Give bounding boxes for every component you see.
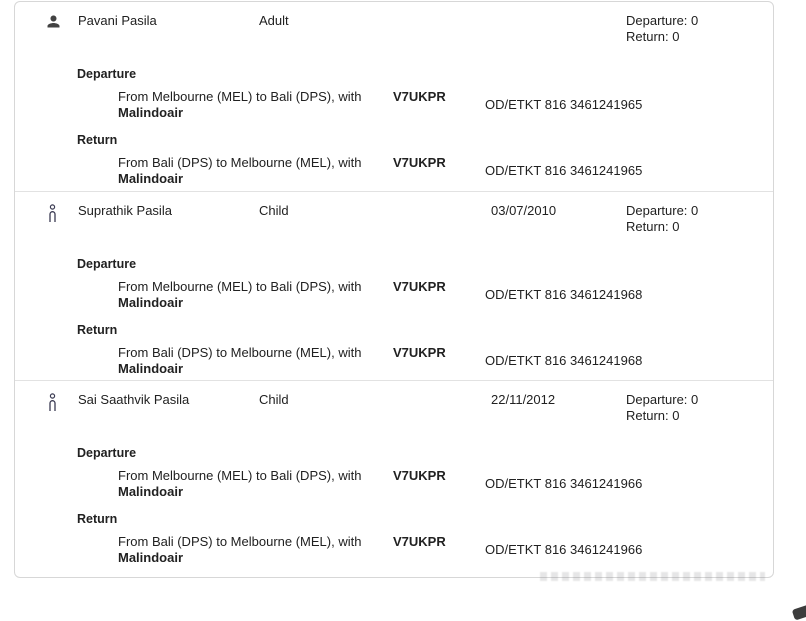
passenger-dob: 22/11/2012 xyxy=(491,392,556,407)
flight-row: From Melbourne (MEL) to Bali (DPS), with… xyxy=(15,89,773,121)
route-text: From Bali (DPS) to Melbourne (MEL), with xyxy=(118,155,362,170)
flight-row: From Melbourne (MEL) to Bali (DPS), with… xyxy=(15,279,773,311)
return-label: Return xyxy=(77,323,118,337)
departure-section: Departure From Melbourne (MEL) to Bali (… xyxy=(15,446,773,500)
return-label: Return xyxy=(77,133,118,147)
return-label: Return xyxy=(77,512,118,526)
return-count: Return: 0 xyxy=(626,408,680,423)
passenger-icon-cell xyxy=(15,203,78,227)
passenger-name: Sai Saathvik Pasila xyxy=(78,392,190,407)
flight-row: From Bali (DPS) to Melbourne (MEL), with… xyxy=(15,345,773,377)
passenger-icon-cell xyxy=(15,392,78,416)
passenger-details-card: Pavani Pasila Adult Departure: 0 Return:… xyxy=(14,1,774,578)
return-count: Return: 0 xyxy=(626,29,680,44)
route-text: From Melbourne (MEL) to Bali (DPS), with xyxy=(118,468,362,483)
passenger-name: Suprathik Pasila xyxy=(78,203,172,218)
ticket-number: OD/ETKT 816 3461241968 xyxy=(485,287,643,302)
passenger-icon-cell xyxy=(15,13,78,33)
departure-count: Departure: 0 xyxy=(626,392,699,407)
route-text: From Bali (DPS) to Melbourne (MEL), with xyxy=(118,345,362,360)
passenger-header: Pavani Pasila Adult Departure: 0 Return:… xyxy=(15,13,773,45)
flight-description: From Bali (DPS) to Melbourne (MEL), with… xyxy=(118,534,393,566)
passenger-name: Pavani Pasila xyxy=(78,13,157,28)
flight-description: From Melbourne (MEL) to Bali (DPS), with… xyxy=(118,279,393,311)
departure-count: Departure: 0 xyxy=(626,13,699,28)
departure-label: Departure xyxy=(77,257,137,271)
pnr-code: V7UKPR xyxy=(393,89,446,104)
passenger-row: Suprathik Pasila Child 03/07/2010 Depart… xyxy=(15,191,773,380)
return-section: Return From Bali (DPS) to Melbourne (MEL… xyxy=(15,323,773,377)
flight-row: From Bali (DPS) to Melbourne (MEL), with… xyxy=(15,534,773,566)
departure-label: Departure xyxy=(77,67,137,81)
ticket-number: OD/ETKT 816 3461241966 xyxy=(485,476,643,491)
carrier-name: Malindoair xyxy=(118,550,184,565)
passenger-type: Child xyxy=(259,203,289,218)
adult-person-icon xyxy=(46,14,61,33)
route-text: From Melbourne (MEL) to Bali (DPS), with xyxy=(118,279,362,294)
carrier-name: Malindoair xyxy=(118,171,184,186)
ticket-number: OD/ETKT 816 3461241968 xyxy=(485,353,643,368)
passenger-dob: 03/07/2010 xyxy=(491,203,557,218)
flight-description: From Melbourne (MEL) to Bali (DPS), with… xyxy=(118,89,393,121)
pnr-code: V7UKPR xyxy=(393,534,446,549)
passenger-type: Child xyxy=(259,392,289,407)
flight-description: From Bali (DPS) to Melbourne (MEL), with… xyxy=(118,155,393,187)
departure-count: Departure: 0 xyxy=(626,203,699,218)
carrier-name: Malindoair xyxy=(118,484,184,499)
flight-description: From Bali (DPS) to Melbourne (MEL), with… xyxy=(118,345,393,377)
carrier-name: Malindoair xyxy=(118,361,184,376)
passenger-row: Pavani Pasila Adult Departure: 0 Return:… xyxy=(15,2,773,191)
departure-section: Departure From Melbourne (MEL) to Bali (… xyxy=(15,67,773,121)
route-text: From Melbourne (MEL) to Bali (DPS), with xyxy=(118,89,362,104)
return-section: Return From Bali (DPS) to Melbourne (MEL… xyxy=(15,133,773,187)
flight-row: From Melbourne (MEL) to Bali (DPS), with… xyxy=(15,468,773,500)
passenger-row: Sai Saathvik Pasila Child 22/11/2012 Dep… xyxy=(15,380,773,576)
bag-counts: Departure: 0 Return: 0 xyxy=(626,203,773,235)
bag-counts: Departure: 0 Return: 0 xyxy=(626,392,773,424)
child-person-icon xyxy=(46,204,59,227)
pnr-code: V7UKPR xyxy=(393,345,446,360)
pnr-code: V7UKPR xyxy=(393,279,446,294)
route-text: From Bali (DPS) to Melbourne (MEL), with xyxy=(118,534,362,549)
passenger-header: Sai Saathvik Pasila Child 22/11/2012 Dep… xyxy=(15,392,773,424)
flight-description: From Melbourne (MEL) to Bali (DPS), with… xyxy=(118,468,393,500)
passenger-type: Adult xyxy=(259,13,289,28)
ticket-number: OD/ETKT 816 3461241966 xyxy=(485,542,643,557)
bag-counts: Departure: 0 Return: 0 xyxy=(626,13,773,45)
child-person-icon xyxy=(46,393,59,416)
ticket-number: OD/ETKT 816 3461241965 xyxy=(485,163,643,178)
departure-label: Departure xyxy=(77,446,137,460)
pnr-code: V7UKPR xyxy=(393,468,446,483)
pnr-code: V7UKPR xyxy=(393,155,446,170)
return-count: Return: 0 xyxy=(626,219,680,234)
carrier-name: Malindoair xyxy=(118,295,184,310)
return-section: Return From Bali (DPS) to Melbourne (MEL… xyxy=(15,512,773,566)
flight-row: From Bali (DPS) to Melbourne (MEL), with… xyxy=(15,155,773,187)
ticket-number: OD/ETKT 816 3461241965 xyxy=(485,97,643,112)
passenger-header: Suprathik Pasila Child 03/07/2010 Depart… xyxy=(15,203,773,235)
carrier-name: Malindoair xyxy=(118,105,184,120)
departure-section: Departure From Melbourne (MEL) to Bali (… xyxy=(15,257,773,311)
corner-artifact xyxy=(791,604,806,621)
